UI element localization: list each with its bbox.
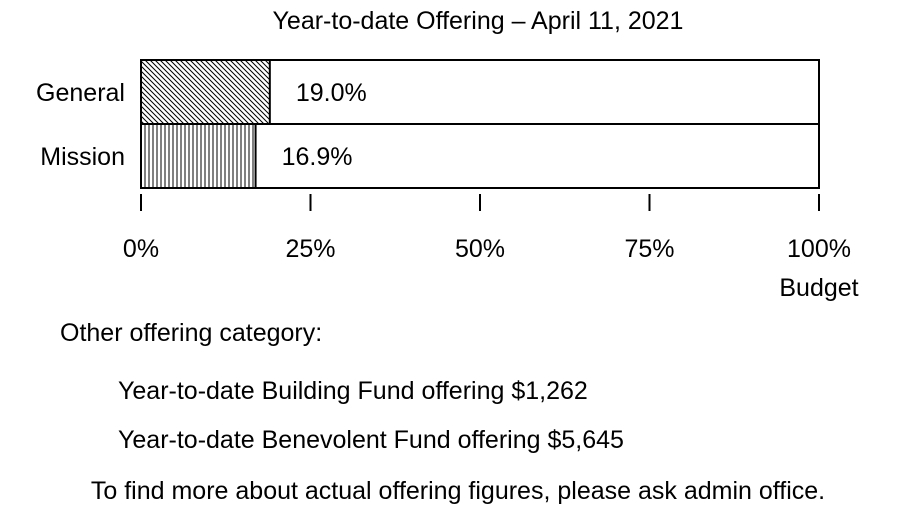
x-axis-label: Budget	[779, 274, 858, 302]
x-tick-label: 0%	[123, 235, 159, 263]
offering-chart: General 19.0% Mission 16.9% 0% 25% 50% 75% 100%…	[36, 59, 859, 302]
other-category-heading: Other offering category:	[60, 319, 323, 347]
category-label-general: General	[36, 79, 125, 107]
x-tick-label: 75%	[624, 235, 674, 263]
x-tick-label: 50%	[455, 235, 505, 263]
bar-mission	[140, 123, 257, 189]
building-fund-note: Year-to-date Building Fund offering $1,2…	[118, 377, 588, 405]
x-tick-label: 100%	[787, 235, 851, 263]
chart-title: Year-to-date Offering – April 11, 2021	[272, 7, 684, 35]
category-label-mission: Mission	[40, 143, 125, 171]
benevolent-fund-note: Year-to-date Benevolent Fund offering $5…	[118, 426, 624, 454]
bar-general	[140, 59, 271, 125]
data-label-mission: 16.9%	[282, 143, 353, 171]
data-label-general: 19.0%	[296, 79, 367, 107]
footer-note: To find more about actual offering figur…	[90, 477, 826, 505]
x-tick-label: 25%	[285, 235, 335, 263]
